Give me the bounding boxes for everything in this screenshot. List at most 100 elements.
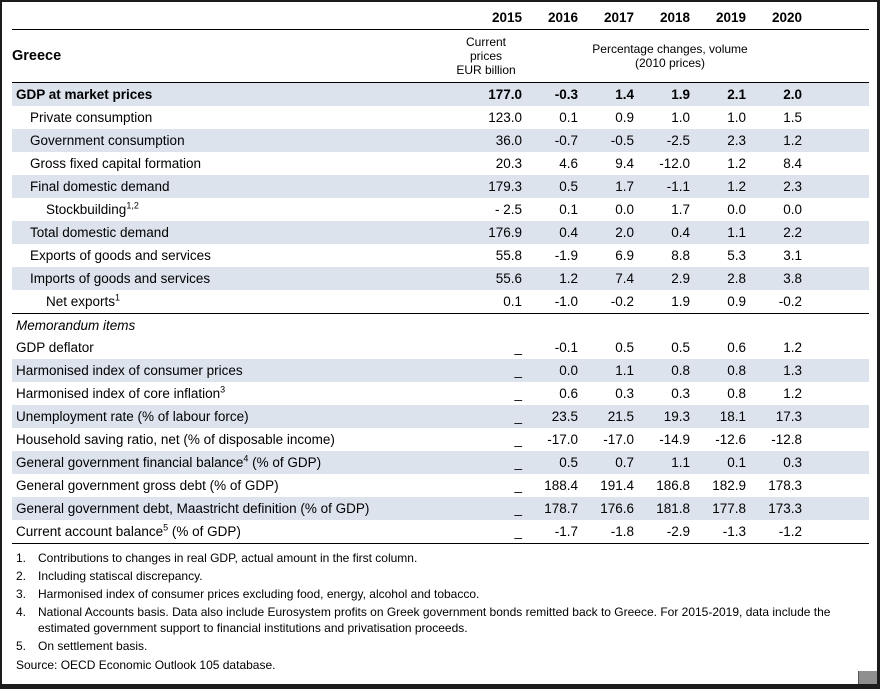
table-row: Final domestic demand 179.3 0.5 1.7 -1.1 1.2 2… — [12, 175, 869, 198]
footnote-number: 2. — [16, 569, 27, 583]
row-spacer — [810, 82, 869, 106]
main-section: GDP at market prices 177.0 -0.3 1.4 1.9 2.1 2.… — [12, 82, 869, 314]
table-row: Household saving ratio, net (% of dispos… — [12, 428, 869, 451]
row-value: 0.5 — [530, 451, 586, 474]
row-spacer — [810, 382, 869, 405]
header-spacer — [810, 29, 869, 83]
table-row: GDP deflator _ -0.1 0.5 0.5 0.6 1.2 — [12, 336, 869, 359]
row-value: 1.2 — [727, 156, 746, 171]
row-value: -1.7 — [554, 524, 578, 539]
footnote-ref: 1,2 — [126, 200, 139, 211]
row-value: 0.8 — [642, 359, 698, 382]
footnote-number: 4. — [16, 605, 27, 619]
row-value: 0.3 — [615, 386, 634, 401]
row-value: -1.2 — [778, 524, 802, 539]
row-label: General government financial balance4 (%… — [12, 451, 442, 474]
table-row: Unemployment rate (% of labour force) _ 23… — [12, 405, 869, 428]
header-spacer — [810, 4, 869, 30]
row-spacer — [810, 290, 869, 314]
row-value: -0.2 — [778, 294, 802, 309]
row-spacer — [810, 474, 869, 497]
row-label: General government gross debt (% of GDP) — [16, 478, 279, 493]
row-value: 0.1 — [559, 110, 578, 125]
row-value: _ — [514, 340, 522, 355]
year-column-header: 2015 — [442, 4, 530, 30]
row-value: 0.9 — [727, 294, 746, 309]
row-value: 0.0 — [783, 202, 802, 217]
row-value: 1.2 — [698, 175, 754, 198]
row-value: 1.7 — [586, 175, 642, 198]
table-row: Exports of goods and services 55.8 -1.9 6.9… — [12, 244, 869, 267]
table-row: Net exports1 0.1 -1.0 -0.2 1.9 0.9 -0.2 — [12, 290, 869, 314]
footnotes: 1. Contributions to changes in real GDP, … — [12, 550, 869, 654]
row-value: 0.1 — [698, 451, 754, 474]
row-value: _ — [514, 478, 522, 493]
row-label: Unemployment rate (% of labour force) — [12, 405, 442, 428]
row-value: 0.0 — [530, 359, 586, 382]
table-row: Gross fixed capital formation 20.3 4.6 9.4 -… — [12, 152, 869, 175]
footnote: 1. Contributions to changes in real GDP, … — [16, 551, 418, 565]
row-value: 173.3 — [754, 497, 810, 520]
row-value: 8.8 — [671, 248, 690, 263]
row-value: -1.1 — [642, 175, 698, 198]
row-value: 55.6 — [442, 267, 530, 290]
footnote: 4. National Accounts basis. Data also inc… — [16, 605, 831, 635]
row-value: 1.2 — [783, 340, 802, 355]
row-value: 2.2 — [754, 221, 810, 244]
row-value: _ — [442, 359, 530, 382]
row-value: 0.8 — [698, 359, 754, 382]
footnote-ref: 4 — [243, 453, 249, 464]
row-value: 188.4 — [544, 478, 578, 493]
footnote-ref: 5 — [163, 522, 169, 533]
row-value: 1.2 — [783, 386, 802, 401]
row-value: -0.5 — [586, 129, 642, 152]
source-line: Source: OECD Economic Outlook 105 databa… — [16, 658, 276, 672]
year-column-header: 2019 — [698, 4, 754, 30]
table-row: Private consumption 123.0 0.1 0.9 1.0 1.0 1.5 — [12, 106, 869, 129]
row-value: 0.0 — [727, 202, 746, 217]
table-row: Imports of goods and services 55.6 1.2 7.4 2… — [12, 267, 869, 290]
row-value: 2.0 — [586, 221, 642, 244]
row-value: 1.0 — [671, 110, 690, 125]
row-value: 1.2 — [754, 129, 810, 152]
row-value: 18.1 — [698, 405, 754, 428]
row-value: -0.7 — [530, 129, 586, 152]
row-value: _ — [442, 451, 530, 474]
row-value: -12.0 — [659, 156, 690, 171]
row-value: 8.4 — [783, 156, 802, 171]
row-value: -12.6 — [715, 432, 746, 447]
row-value: 3.1 — [783, 248, 802, 263]
row-value: -1.8 — [610, 524, 634, 539]
row-label: Current account balance5 (% of GDP) — [16, 522, 241, 539]
row-label: GDP at market prices — [12, 82, 442, 106]
row-value: 1.1 — [642, 451, 698, 474]
table-header: 2015 2016 2017 2018 2019 2020 Greece Cur… — [12, 4, 869, 83]
table-row: Harmonised index of consumer prices _ 0.0 1… — [12, 359, 869, 382]
year-header-row: 2015 2016 2017 2018 2019 2020 — [12, 4, 869, 30]
row-value: _ — [514, 524, 522, 539]
row-value: 0.1 — [503, 294, 522, 309]
scrollbar-corner — [858, 671, 877, 684]
row-spacer — [810, 106, 869, 129]
row-spacer — [810, 359, 869, 382]
row-value: 4.6 — [559, 156, 578, 171]
row-label: Total domestic demand — [12, 221, 442, 244]
row-spacer — [810, 520, 869, 544]
table-row: Total domestic demand 176.9 0.4 2.0 0.4 1.1 2.… — [12, 221, 869, 244]
row-value: 123.0 — [488, 110, 522, 125]
row-value: 186.8 — [656, 478, 690, 493]
row-label: General government debt, Maastricht defi… — [12, 497, 442, 520]
row-value: _ — [514, 432, 522, 447]
year-column-header: 2016 — [530, 4, 586, 30]
row-value: 177.0 — [442, 82, 530, 106]
row-value: 0.9 — [615, 110, 634, 125]
year-column-header: 2018 — [642, 4, 698, 30]
row-value: -14.9 — [659, 432, 690, 447]
memorandum-section: Memorandum items GDP deflator _ -0.1 0.5 0.5… — [12, 313, 869, 544]
row-value: 7.4 — [586, 267, 642, 290]
footnote: 2. Including statiscal discrepancy. — [16, 569, 203, 583]
row-value: 5.3 — [727, 248, 746, 263]
footnote-number: 1. — [16, 551, 27, 565]
row-value: 1.2 — [530, 267, 586, 290]
row-spacer — [810, 267, 869, 290]
